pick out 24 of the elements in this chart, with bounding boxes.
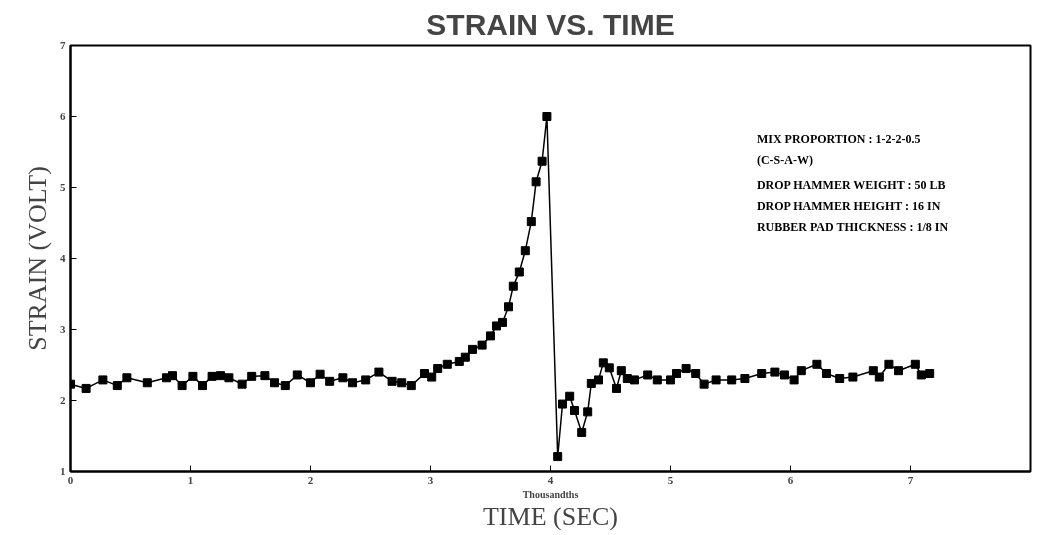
annotation: RUBBER PAD THICKNESS : 1/8 IN <box>756 219 949 234</box>
x-tick-label: 1 <box>187 473 194 486</box>
annotation: MIX PROPORTION : 1-2-2-0.5 <box>756 131 921 146</box>
x-tick-label: 5 <box>667 473 674 486</box>
y-tick-label: 7 <box>60 39 66 51</box>
x-tick-label: 0 <box>67 473 74 486</box>
annotation: (C-S-A-W) <box>756 152 813 167</box>
y-tick-label: 6 <box>60 110 66 122</box>
x-axis-title: TIME (SEC) <box>482 501 619 531</box>
annotation: DROP HAMMER HEIGHT : 16 IN <box>756 198 941 213</box>
y-tick-label: 3 <box>60 323 66 335</box>
y-tick-label: 4 <box>60 252 66 264</box>
chart-title: STRAIN VS. TIME <box>426 7 675 41</box>
annotation: DROP HAMMER WEIGHT : 50 LB <box>756 177 946 192</box>
text: Thousandths <box>522 488 579 500</box>
y-tick-label: 5 <box>60 181 66 193</box>
x-tick-label: 2 <box>307 473 314 486</box>
x-tick-label: 6 <box>787 473 794 486</box>
y-tick-label: 1 <box>60 465 66 477</box>
x-tick-label: 7 <box>907 473 914 486</box>
y-axis-title: STRAIN (VOLT) <box>23 166 52 351</box>
x-tick-label: 3 <box>427 473 434 486</box>
x-tick-label: 4 <box>547 473 554 486</box>
y-tick-label: 2 <box>60 394 66 406</box>
